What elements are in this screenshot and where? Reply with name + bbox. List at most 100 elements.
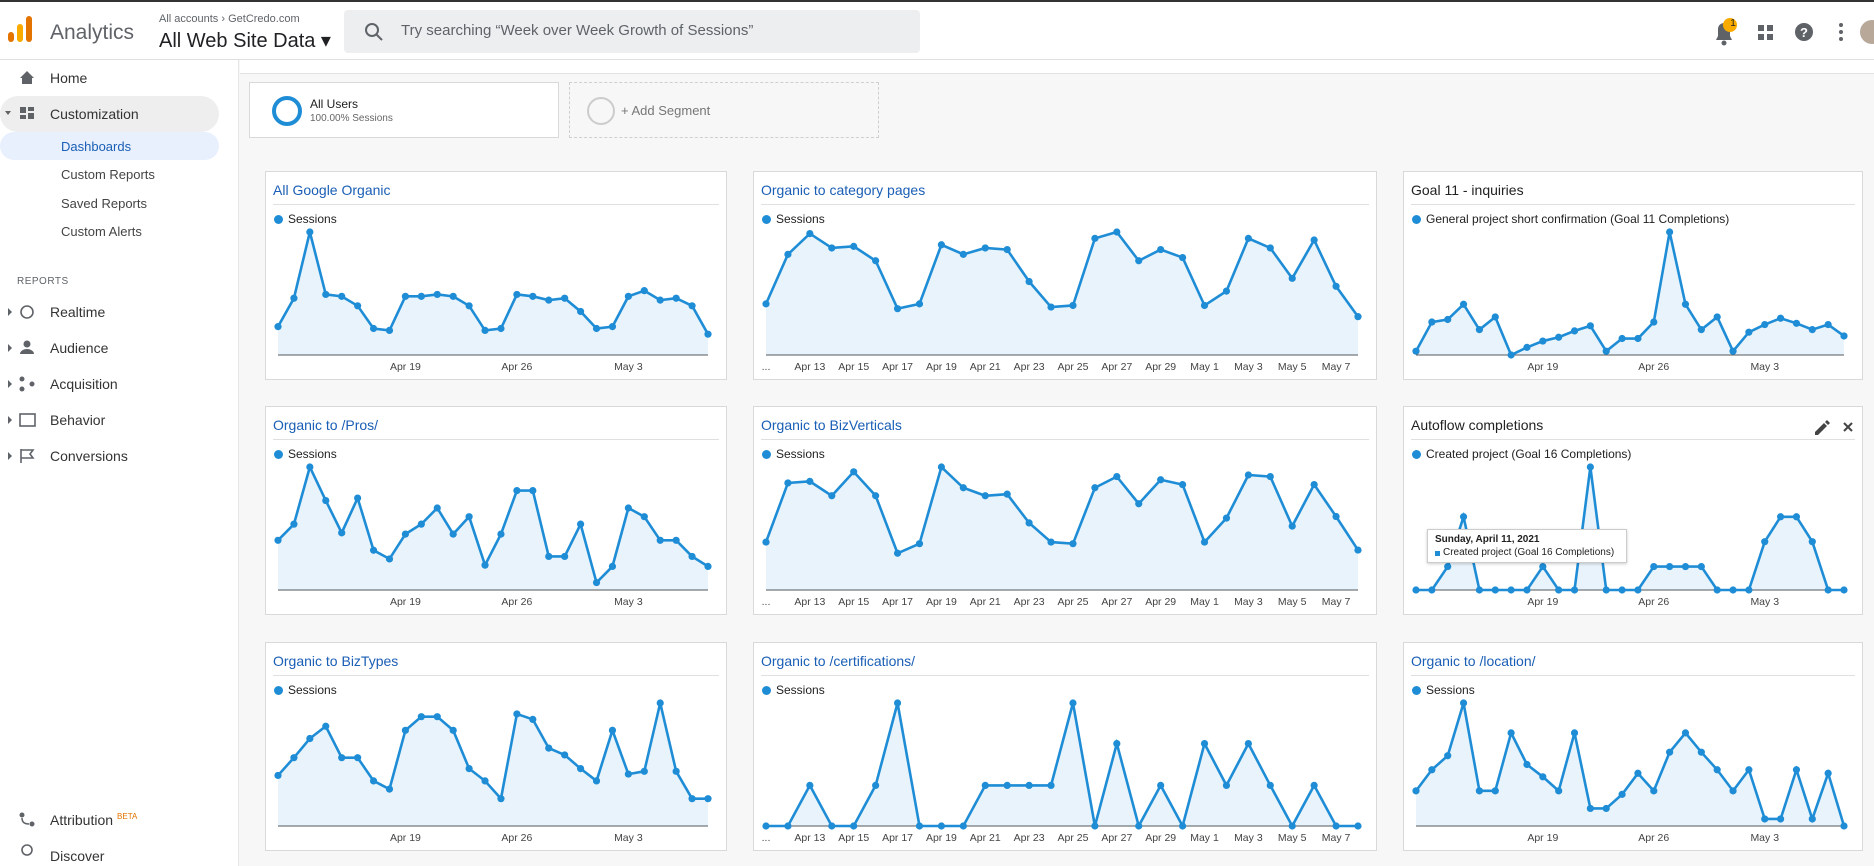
point[interactable] <box>806 781 814 790</box>
point[interactable] <box>1761 320 1769 329</box>
point[interactable] <box>872 257 880 265</box>
point[interactable] <box>915 822 924 830</box>
point[interactable] <box>1113 739 1121 748</box>
point[interactable] <box>828 822 836 830</box>
point[interactable] <box>1310 236 1318 244</box>
point[interactable] <box>688 302 696 310</box>
point[interactable] <box>354 302 362 310</box>
point[interactable] <box>1412 586 1420 594</box>
point[interactable] <box>1650 318 1658 326</box>
point[interactable] <box>306 228 314 236</box>
point[interactable] <box>401 726 410 734</box>
point[interactable] <box>513 290 521 299</box>
point[interactable] <box>1222 514 1231 522</box>
point[interactable] <box>850 468 858 476</box>
point[interactable] <box>1025 781 1033 790</box>
point[interactable] <box>338 292 346 300</box>
point[interactable] <box>688 552 696 561</box>
point[interactable] <box>1824 769 1832 777</box>
point[interactable] <box>937 241 946 249</box>
point[interactable] <box>1069 699 1077 707</box>
widget-actions[interactable] <box>1812 417 1858 437</box>
nav-home[interactable]: Home <box>50 70 88 86</box>
point[interactable] <box>1157 245 1165 254</box>
point[interactable] <box>1776 314 1785 322</box>
point[interactable] <box>561 294 569 302</box>
point[interactable] <box>545 744 553 752</box>
point[interactable] <box>1428 586 1436 594</box>
point[interactable] <box>937 822 946 830</box>
point[interactable] <box>290 294 298 302</box>
point[interactable] <box>1244 471 1252 479</box>
point[interactable] <box>1459 699 1468 707</box>
point[interactable] <box>306 463 314 471</box>
point[interactable] <box>1244 739 1252 748</box>
point[interactable] <box>656 296 664 304</box>
point[interactable] <box>806 229 814 238</box>
point[interactable] <box>850 242 858 250</box>
point[interactable] <box>1244 234 1252 242</box>
point[interactable] <box>1570 729 1579 737</box>
point[interactable] <box>1025 519 1033 527</box>
point[interactable] <box>1523 760 1531 769</box>
point[interactable] <box>1354 313 1362 321</box>
toolbar-icons[interactable]: ? <box>1710 16 1874 50</box>
point[interactable] <box>401 292 410 300</box>
point[interactable] <box>1840 822 1848 830</box>
point[interactable] <box>1310 781 1318 790</box>
point[interactable] <box>959 484 967 492</box>
point[interactable] <box>1745 586 1753 594</box>
point[interactable] <box>576 765 585 773</box>
point[interactable] <box>1618 586 1626 594</box>
point[interactable] <box>1555 787 1563 795</box>
point[interactable] <box>608 562 617 570</box>
point[interactable] <box>497 324 505 333</box>
point[interactable] <box>1650 562 1658 571</box>
point[interactable] <box>1491 313 1499 321</box>
point[interactable] <box>1776 513 1785 521</box>
point[interactable] <box>449 292 457 300</box>
point[interactable] <box>433 290 441 299</box>
point[interactable] <box>369 546 378 554</box>
point[interactable] <box>513 487 521 495</box>
view-name[interactable]: All Web Site Data <box>159 30 316 52</box>
point[interactable] <box>1025 277 1033 286</box>
point[interactable] <box>1808 815 1816 823</box>
point[interactable] <box>1222 287 1231 295</box>
point[interactable] <box>385 326 394 334</box>
point[interactable] <box>401 530 410 538</box>
point[interactable] <box>1444 752 1452 760</box>
point[interactable] <box>893 549 902 557</box>
point[interactable] <box>1570 327 1579 335</box>
point[interactable] <box>1776 815 1785 823</box>
add-segment[interactable]: + Add Segment <box>569 82 879 138</box>
point[interactable] <box>1091 822 1099 830</box>
point[interactable] <box>1266 781 1274 790</box>
point[interactable] <box>1157 781 1165 790</box>
point[interactable] <box>354 494 362 502</box>
point[interactable] <box>1091 484 1099 492</box>
point[interactable] <box>338 754 346 762</box>
point[interactable] <box>762 538 770 546</box>
point[interactable] <box>433 713 441 721</box>
point[interactable] <box>1332 282 1340 290</box>
point[interactable] <box>850 822 858 830</box>
point[interactable] <box>624 770 632 778</box>
point[interactable] <box>981 492 989 500</box>
point[interactable] <box>545 552 553 561</box>
nav-acquisition[interactable]: Acquisition <box>50 376 118 392</box>
point[interactable] <box>322 496 330 505</box>
point[interactable] <box>1729 347 1737 355</box>
point[interactable] <box>449 726 457 734</box>
point[interactable] <box>806 477 814 485</box>
point[interactable] <box>417 292 425 300</box>
point[interactable] <box>481 561 489 569</box>
point[interactable] <box>561 552 569 561</box>
point[interactable] <box>1428 766 1436 774</box>
point[interactable] <box>1681 300 1690 308</box>
point[interactable] <box>1047 303 1055 311</box>
nav-discover[interactable]: Discover <box>50 848 105 864</box>
point[interactable] <box>1412 347 1420 355</box>
point[interactable] <box>1555 333 1563 341</box>
point[interactable] <box>1792 766 1801 774</box>
